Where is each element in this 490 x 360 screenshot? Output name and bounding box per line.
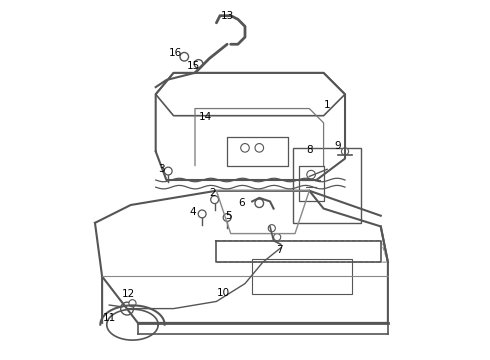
- Text: 16: 16: [169, 48, 182, 58]
- Circle shape: [180, 53, 189, 61]
- Text: 13: 13: [220, 11, 234, 21]
- Text: 4: 4: [190, 207, 196, 217]
- Circle shape: [211, 196, 219, 203]
- Circle shape: [255, 199, 264, 207]
- Text: 9: 9: [335, 141, 341, 151]
- Circle shape: [342, 148, 348, 155]
- Text: 6: 6: [238, 198, 245, 208]
- Text: 11: 11: [102, 312, 116, 323]
- Text: 8: 8: [306, 145, 313, 155]
- Text: 5: 5: [225, 211, 232, 221]
- Bar: [293, 148, 361, 223]
- Circle shape: [198, 210, 206, 218]
- Text: 14: 14: [199, 112, 212, 122]
- Circle shape: [129, 300, 136, 307]
- Circle shape: [223, 213, 231, 221]
- Bar: [252, 258, 352, 294]
- Circle shape: [307, 170, 316, 179]
- Circle shape: [273, 234, 281, 241]
- Text: 12: 12: [122, 289, 136, 299]
- Text: 10: 10: [217, 288, 230, 297]
- Text: 15: 15: [187, 61, 200, 71]
- Text: 2: 2: [210, 188, 216, 198]
- Text: 3: 3: [158, 164, 164, 174]
- Circle shape: [194, 60, 203, 68]
- Circle shape: [164, 167, 172, 175]
- Text: 7: 7: [275, 245, 282, 255]
- Circle shape: [268, 225, 275, 232]
- Circle shape: [121, 302, 134, 315]
- Text: 1: 1: [324, 100, 330, 110]
